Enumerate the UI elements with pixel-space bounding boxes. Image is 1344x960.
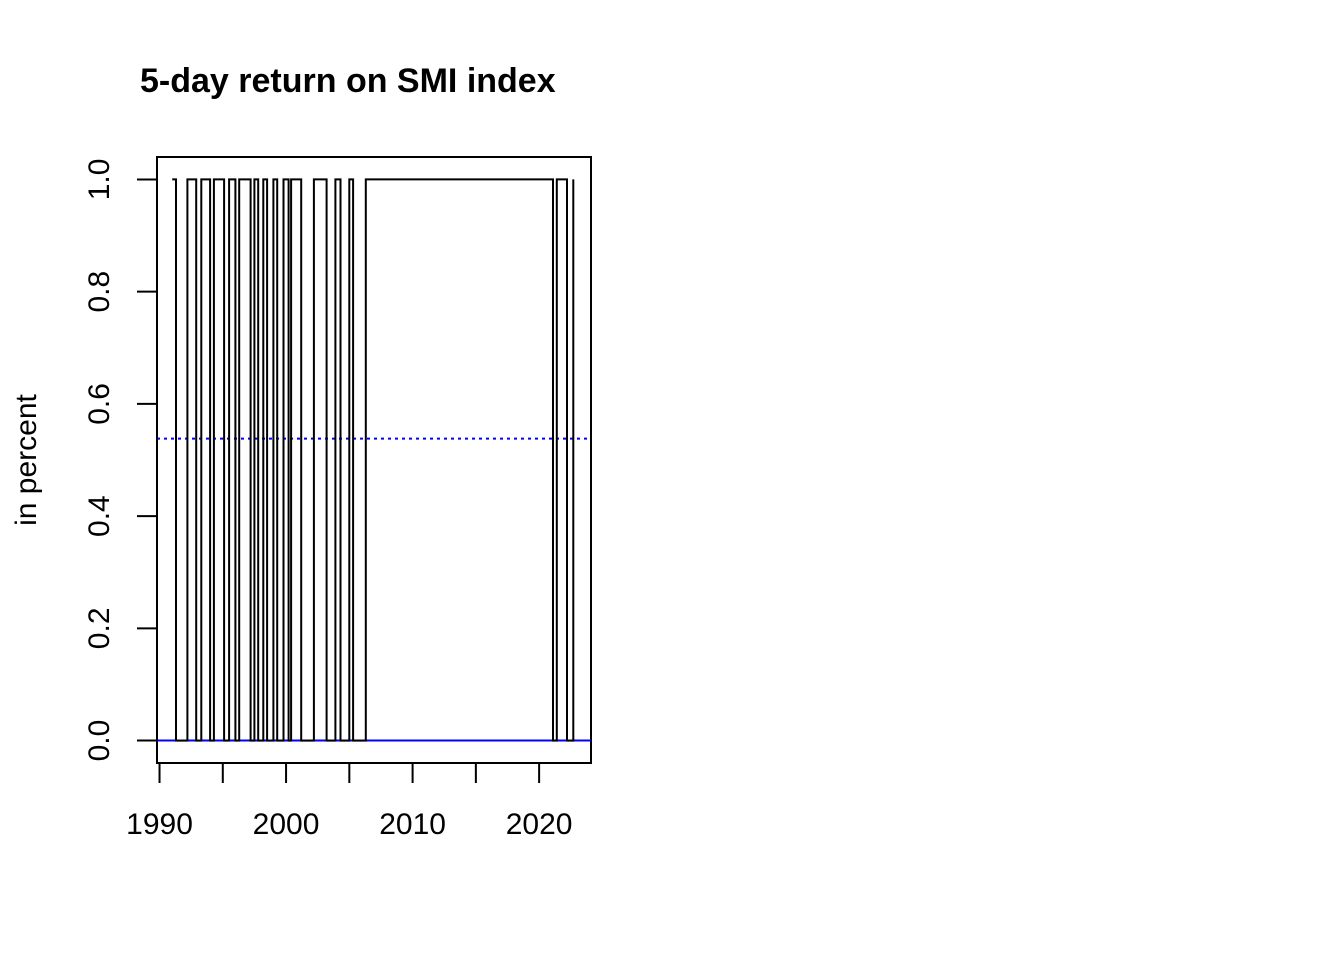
x-tick-label-2010: 2010 — [379, 808, 446, 841]
y-tick-label-5: 1.0 — [83, 159, 116, 201]
series-line-0 — [172, 178, 575, 742]
y-tick-label-4: 0.8 — [83, 271, 116, 313]
chart-title: 5-day return on SMI index — [140, 62, 556, 100]
y-tick-label-0: 0.0 — [83, 720, 116, 762]
x-tick-label-1990: 1990 — [126, 808, 193, 841]
y-axis-label: in percent — [10, 393, 43, 525]
y-tick-label-2: 0.4 — [83, 495, 116, 537]
y-tick-label-1: 0.2 — [83, 607, 116, 649]
reference-lines — [157, 437, 591, 742]
plot-frame — [156, 156, 592, 764]
series-group — [172, 178, 575, 742]
y-axis: 0.0 0.2 0.4 0.6 0.8 1.0 — [83, 159, 158, 762]
x-tick-label-2020: 2020 — [506, 808, 573, 841]
y-tick-label-3: 0.6 — [83, 383, 116, 425]
x-tick-label-2000: 2000 — [253, 808, 320, 841]
x-axis: 1990 2000 2010 2020 — [126, 762, 573, 841]
